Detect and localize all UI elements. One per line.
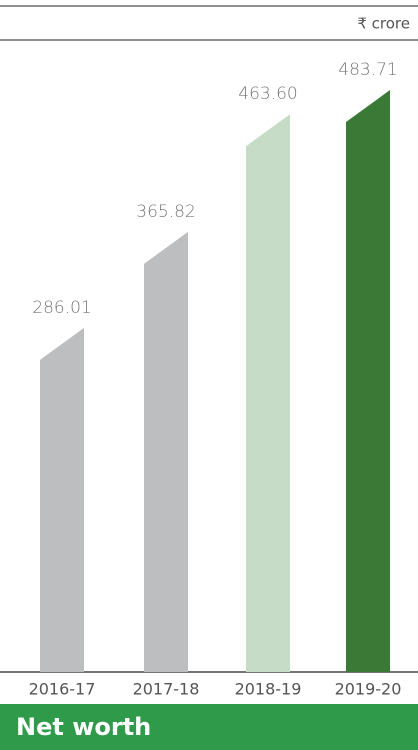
value-label: 365.82 [136,202,195,222]
x-tick-label: 2016-17 [29,680,96,699]
bar [246,114,290,673]
x-tick-label: 2019-20 [335,680,402,699]
x-tick-label: 2018-19 [235,680,302,699]
bar [144,231,188,672]
bar [346,90,390,672]
x-tick-label: 2017-18 [133,680,200,699]
unit-label: ₹ crore [357,15,410,33]
value-label: 463.60 [238,84,297,104]
chart-title: Net worth [16,713,151,741]
value-label: 286.01 [32,298,91,318]
value-label: 483.71 [338,60,397,80]
bar [40,327,84,672]
title-band [0,704,418,750]
